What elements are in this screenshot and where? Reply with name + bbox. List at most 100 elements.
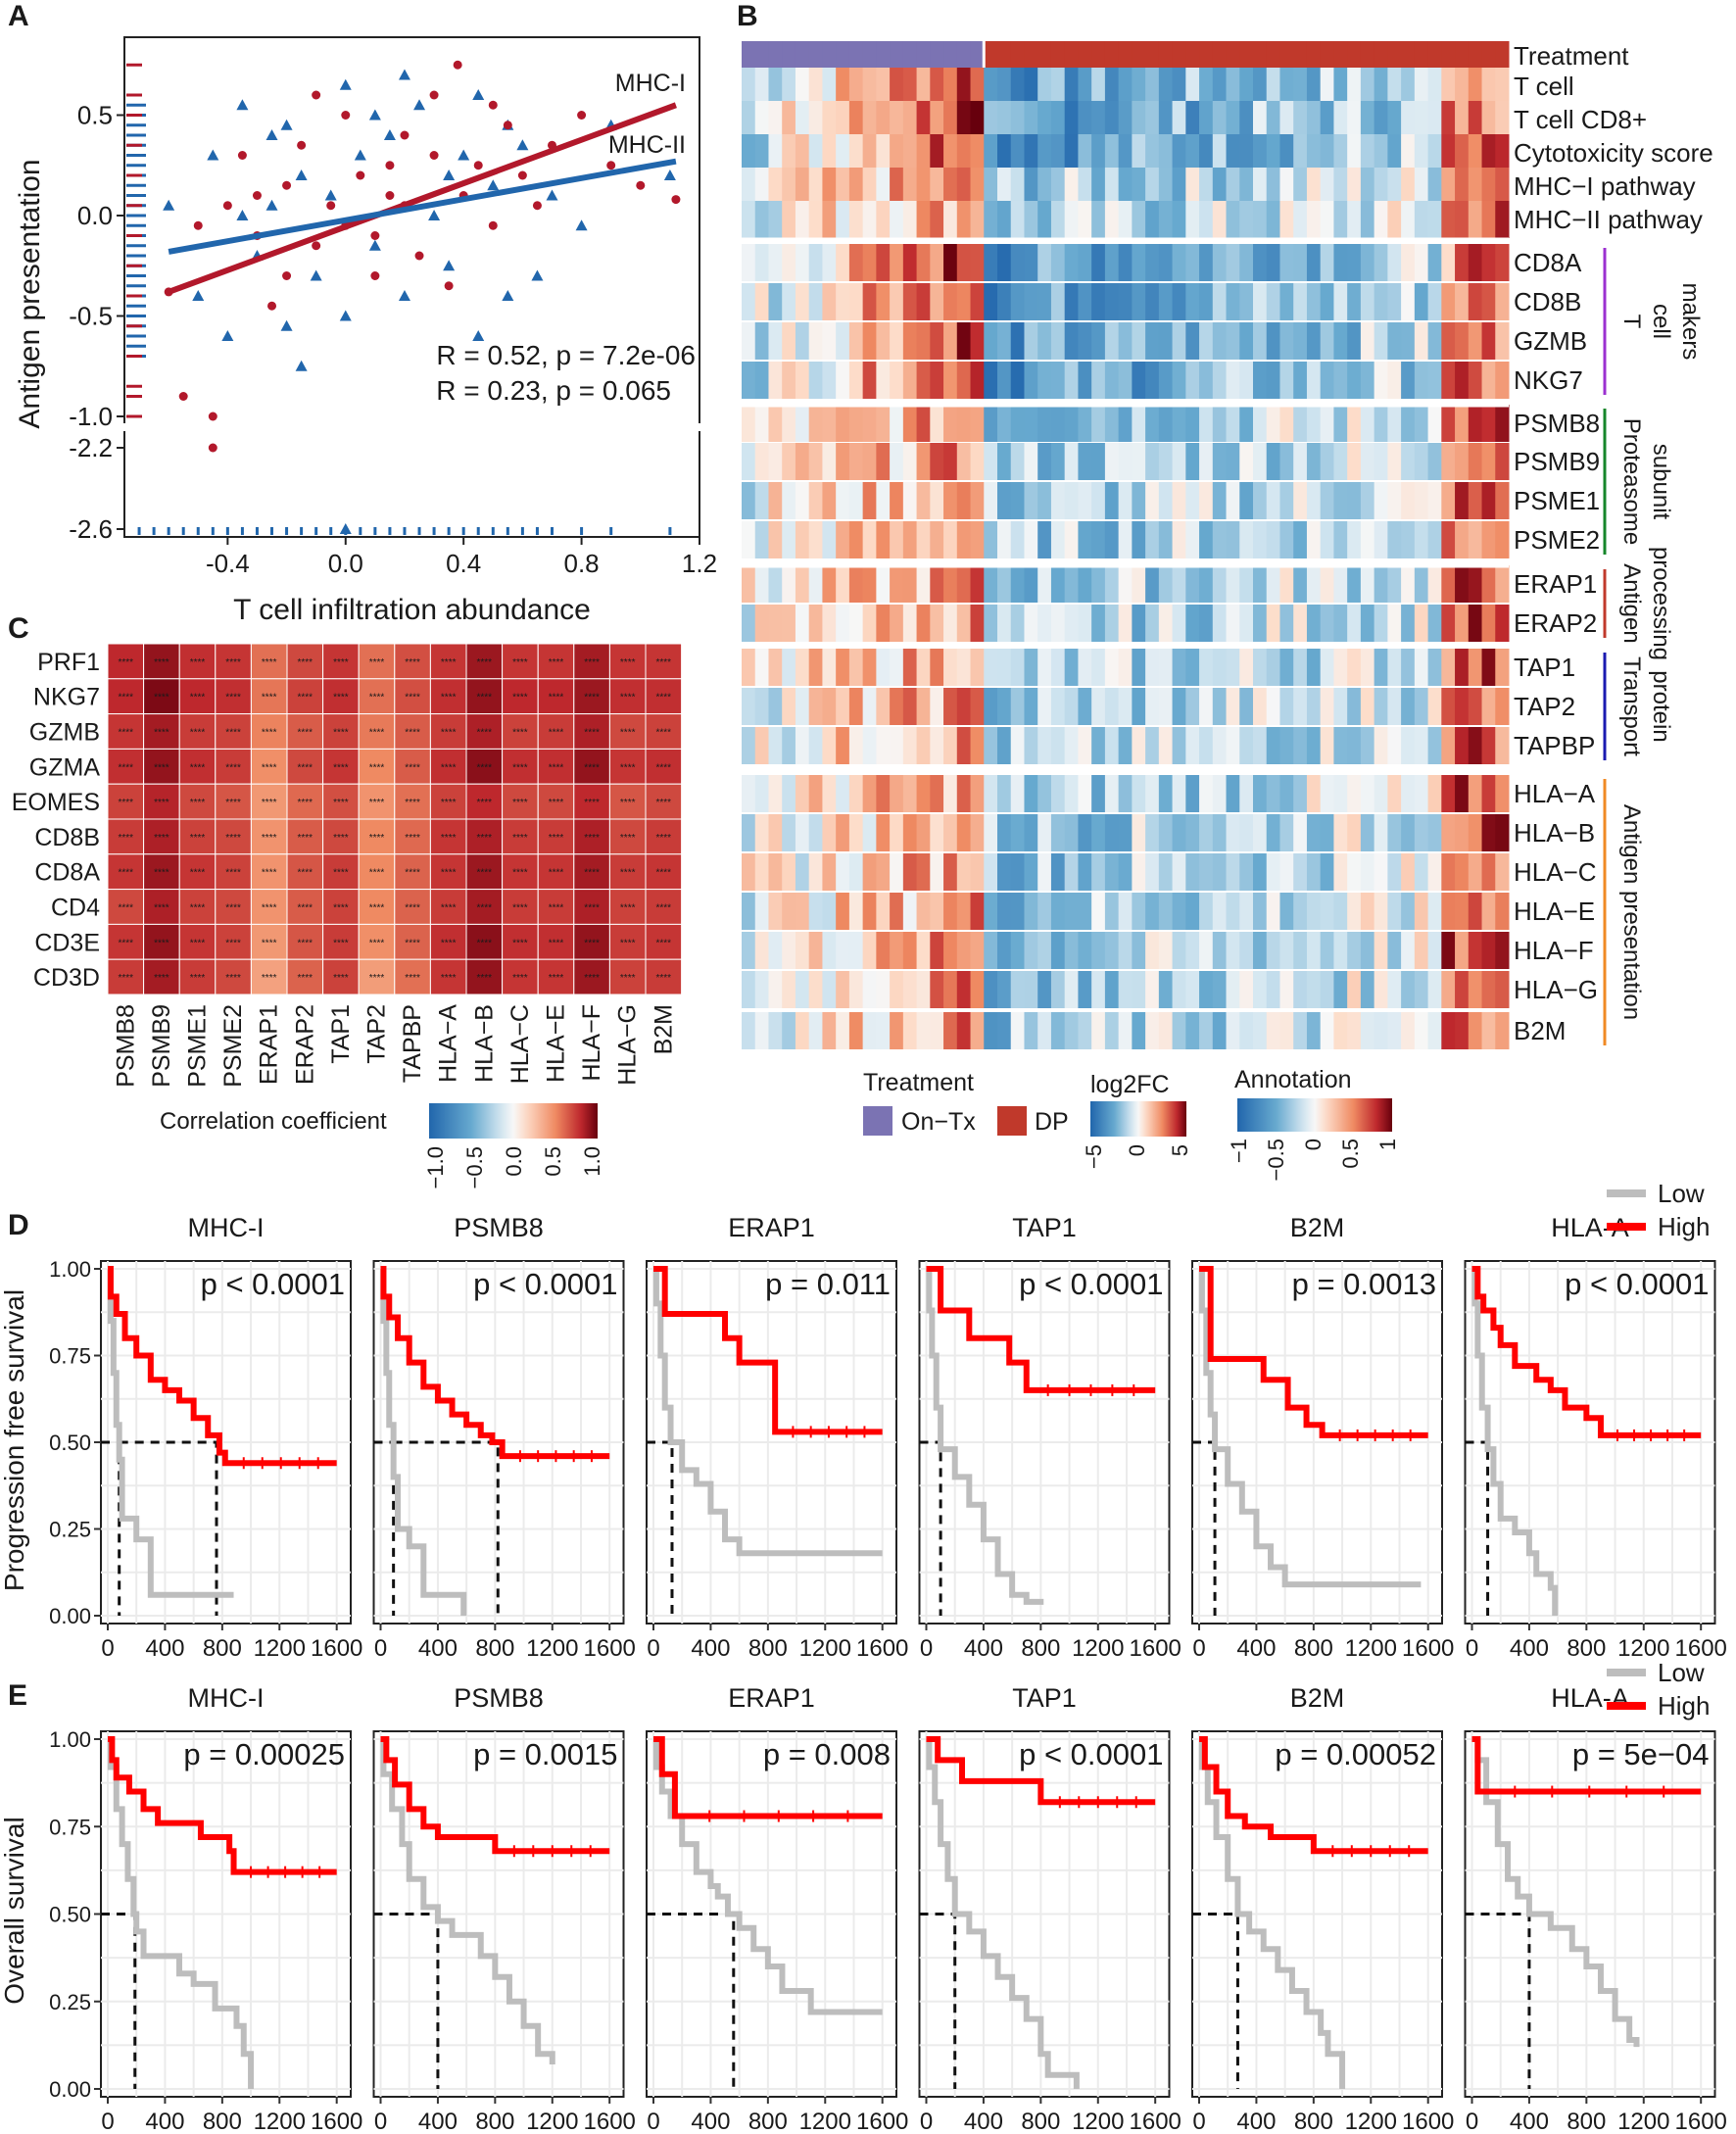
heatmap-cell-B xyxy=(1199,932,1214,969)
heatmap-cell-B xyxy=(1293,727,1308,764)
heatmap-cell-B xyxy=(1414,727,1429,764)
treatment-cell xyxy=(1266,41,1280,73)
heatmap-cell-B xyxy=(956,482,972,519)
heatmap-cell-B xyxy=(1132,775,1146,812)
heatmap-cell-B xyxy=(956,134,972,171)
heatmap-cell-B xyxy=(970,605,985,642)
heatmap-cell-B xyxy=(1010,971,1025,1008)
heatmap-cell-B xyxy=(1104,283,1120,320)
heatmap-cell-B xyxy=(1495,482,1510,519)
heatmap-cell-B xyxy=(1266,101,1280,138)
treatment-cell xyxy=(808,41,823,73)
corr-cell xyxy=(215,643,252,680)
corr-stars: **** xyxy=(369,973,385,984)
heatmap-cell-B xyxy=(1441,565,1456,603)
heatmap-cell-B xyxy=(1118,405,1133,442)
heatmap-cell-B xyxy=(1293,405,1308,442)
heatmap-cell-B xyxy=(1414,1012,1429,1049)
heatmap-cell-B xyxy=(862,605,877,642)
heatmap-cell-B xyxy=(1199,362,1214,399)
corr-stars: **** xyxy=(262,728,277,739)
heatmap-cell-B xyxy=(1293,775,1308,812)
km-x-tick-label: 0 xyxy=(647,1635,659,1662)
heatmap-cell-B xyxy=(1495,101,1510,138)
km-title: ERAP1 xyxy=(728,1683,815,1713)
heatmap-cell-B xyxy=(970,814,985,851)
heatmap-cell-B xyxy=(956,1012,972,1049)
heatmap-cell-B xyxy=(1212,893,1228,930)
heatmap-cell-B xyxy=(1414,168,1429,205)
heatmap-cell-B xyxy=(1401,814,1416,851)
heatmap-cell-B xyxy=(984,101,998,138)
heatmap-cell-B xyxy=(822,688,837,725)
heatmap-cell-B xyxy=(1091,649,1106,686)
heatmap-cell-B xyxy=(1279,322,1294,360)
heatmap-cell-B xyxy=(1306,134,1322,171)
heatmap-cell-B xyxy=(1427,244,1442,281)
heatmap-cell-B xyxy=(1078,101,1092,138)
x-tick-label-A: 1.2 xyxy=(682,549,717,578)
heatmap-cell-B xyxy=(997,168,1012,205)
heatmap-cell-B xyxy=(1481,649,1496,686)
heatmap-cell-B xyxy=(916,893,931,930)
heatmap-cell-B xyxy=(1441,688,1456,725)
heatmap-cell-B xyxy=(1347,1012,1362,1049)
heatmap-cell-B xyxy=(822,362,837,399)
heatmap-cell-B xyxy=(754,405,769,442)
heatmap-cell-B xyxy=(1279,688,1294,725)
heatmap-cell-B xyxy=(862,482,877,519)
heatmap-cell-B xyxy=(1064,775,1079,812)
treatment-cell xyxy=(1468,41,1483,73)
heatmap-cell-B xyxy=(1455,283,1470,320)
heatmap-cell-B xyxy=(1495,649,1510,686)
heatmap-cell-B xyxy=(1441,405,1456,442)
corr-cell xyxy=(465,783,504,820)
heatmap-cell-B xyxy=(1239,168,1254,205)
heatmap-cell-B xyxy=(1199,68,1214,105)
heatmap-cell-B xyxy=(1010,688,1025,725)
y-tick-label-A: -2.6 xyxy=(69,514,113,544)
heatmap-cell-B xyxy=(1024,443,1038,480)
heatmap-cell-B xyxy=(1212,101,1228,138)
heatmap-cell-B xyxy=(1481,893,1496,930)
heatmap-cell-B xyxy=(1158,322,1174,360)
heatmap-cell-B xyxy=(1185,244,1200,281)
heatmap-cell-B xyxy=(1010,168,1025,205)
corr-col-label: PSMB8 xyxy=(112,1004,139,1088)
heatmap-cell-B xyxy=(1145,521,1160,558)
heatmap-cell-B xyxy=(1132,168,1146,205)
heatmap-cell-B xyxy=(1212,443,1228,480)
heatmap-cell-B xyxy=(1279,814,1294,851)
treatment-cell xyxy=(930,41,944,73)
heatmap-cell-B xyxy=(1145,688,1160,725)
heatmap-cell-B xyxy=(1401,201,1416,238)
heatmap-cell-B xyxy=(956,405,972,442)
heatmap-cell-B xyxy=(782,101,796,138)
corr-cell xyxy=(645,643,683,680)
heatmap-cell-B xyxy=(1185,932,1200,969)
heatmap-cell-B xyxy=(1401,521,1416,558)
heatmap-cell-B xyxy=(1333,1012,1348,1049)
heatmap-cell-B xyxy=(1118,727,1133,764)
heatmap-cell-B xyxy=(836,201,850,238)
km-x-tick-label: 1200 xyxy=(254,2109,306,2134)
heatmap-cell-B xyxy=(742,814,756,851)
heatmap-cell-B xyxy=(1468,134,1483,171)
point-mhc1 xyxy=(370,271,380,280)
km-x-tick-label: 800 xyxy=(203,2109,242,2134)
heatmap-cell-B xyxy=(1293,201,1308,238)
point-mhc1 xyxy=(267,301,277,311)
heatmap-cell-B xyxy=(1320,201,1334,238)
heatmap-cell-B xyxy=(1050,283,1066,320)
heatmap-cell-B xyxy=(1360,893,1375,930)
heatmap-cell-B xyxy=(1401,727,1416,764)
heatmap-cell-B xyxy=(1145,283,1160,320)
heatmap-cell-B xyxy=(1118,814,1133,851)
heatmap-cell-B xyxy=(916,605,931,642)
treatment-cell xyxy=(876,41,891,73)
heatmap-cell-B xyxy=(754,134,769,171)
heatmap-cell-B xyxy=(1495,1012,1510,1049)
heatmap-cell-B xyxy=(768,101,783,138)
km-pvalue: p < 0.0001 xyxy=(473,1267,617,1301)
heatmap-cell-B xyxy=(1050,775,1066,812)
